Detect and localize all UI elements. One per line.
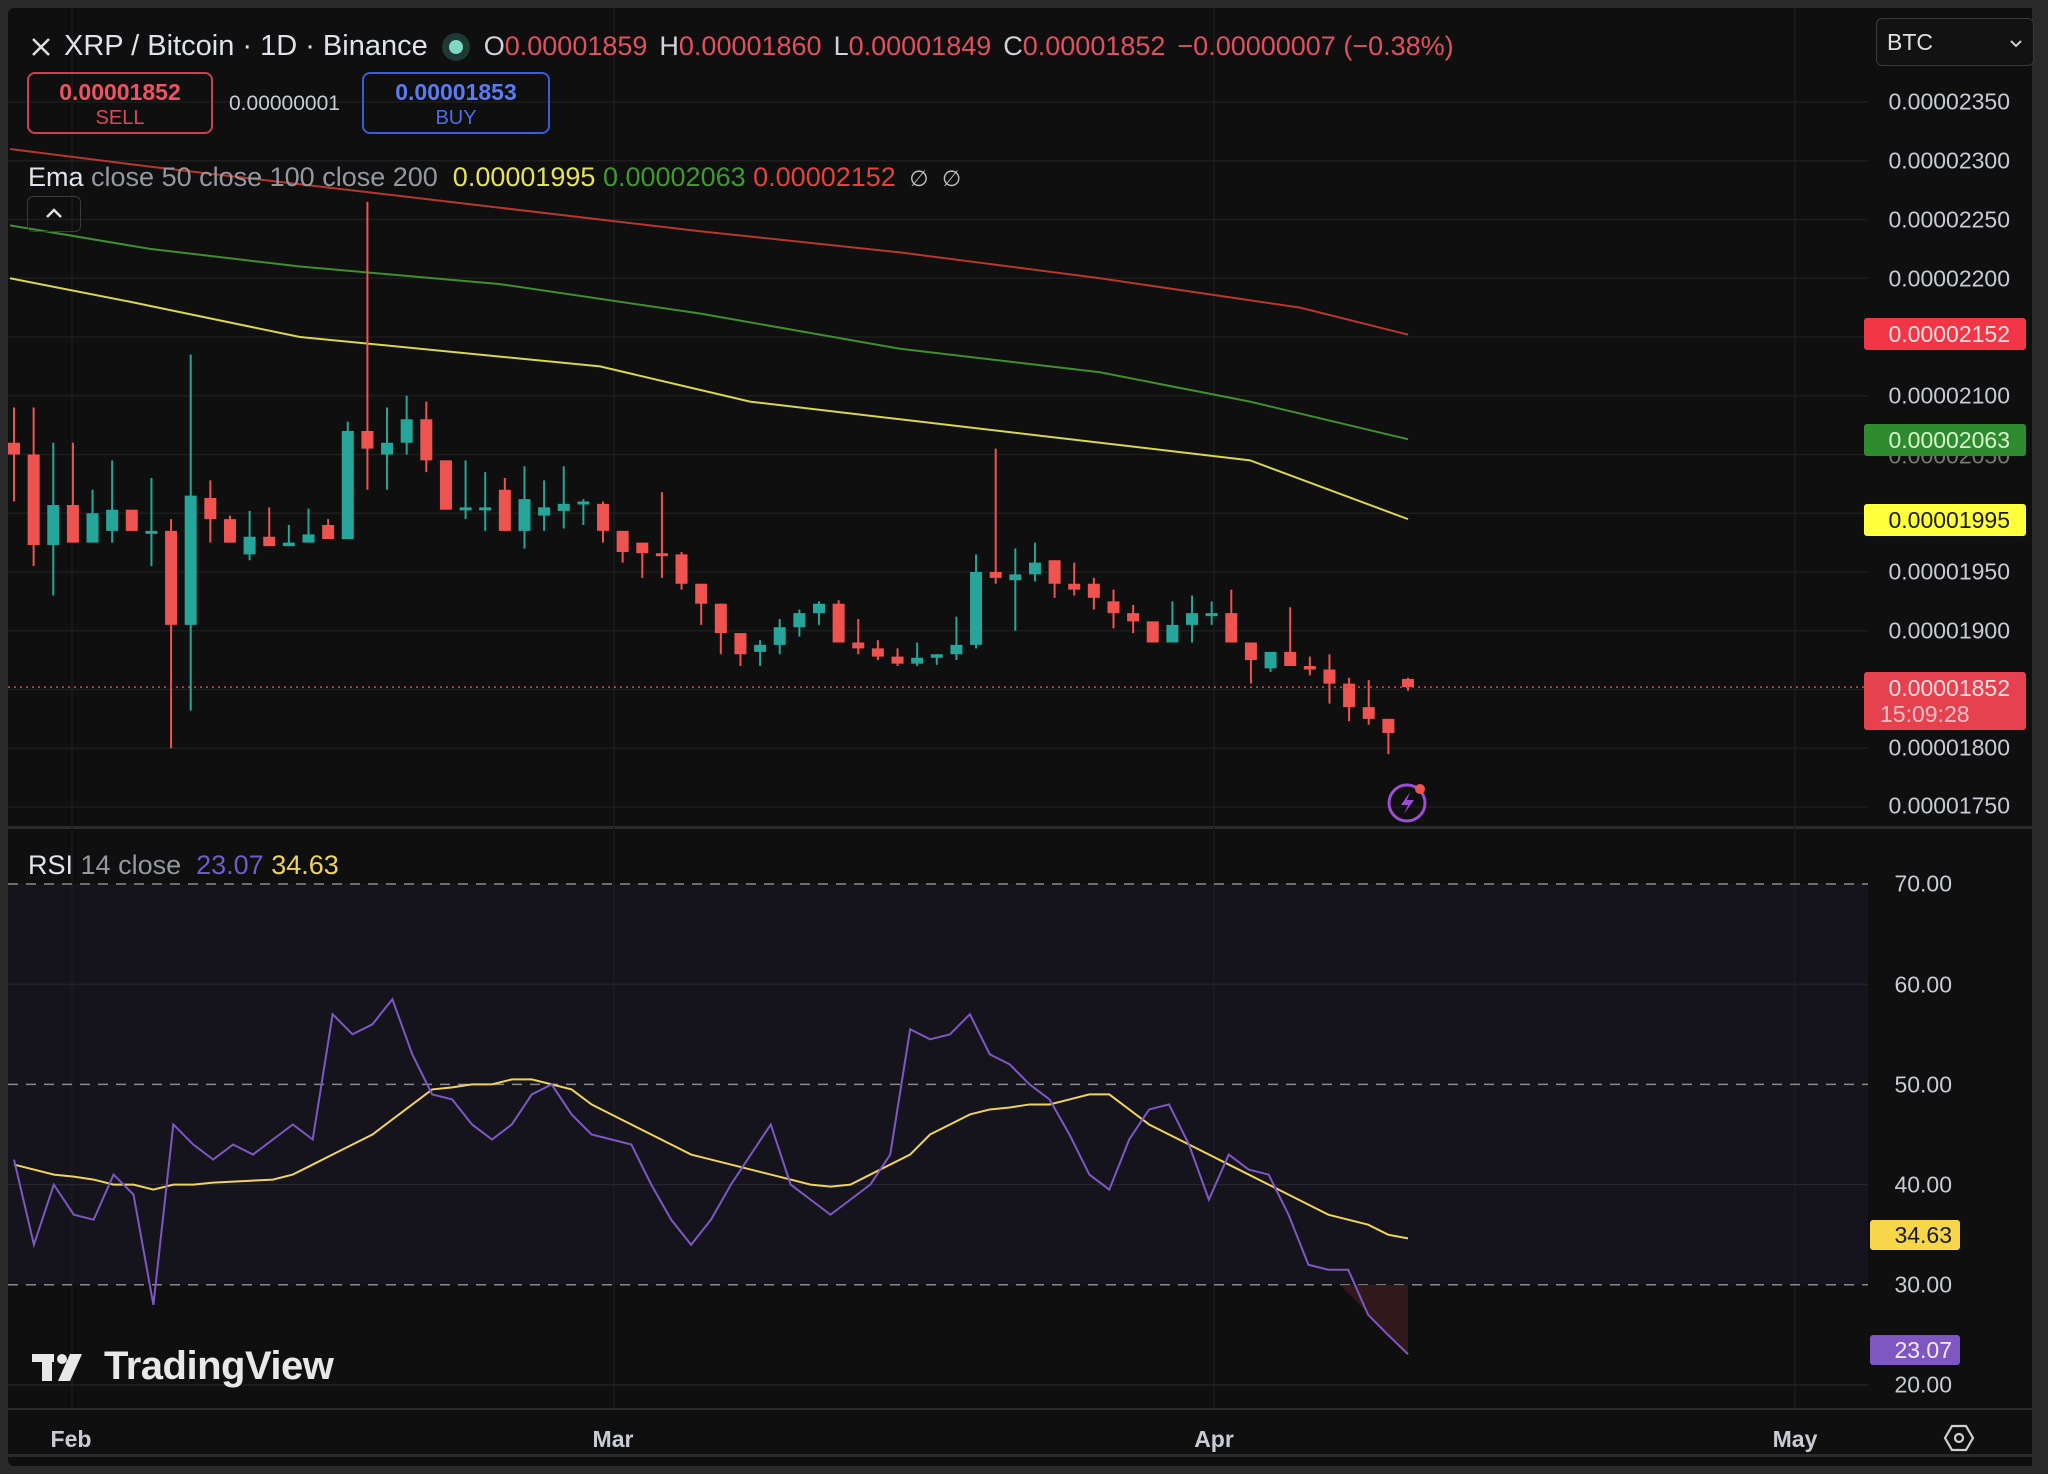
settings-icon	[1943, 1424, 1975, 1452]
ema-extra1: ∅	[909, 166, 929, 191]
bar-countdown: 15:09:28	[1880, 701, 1970, 727]
tradingview-logo[interactable]: TradingView	[32, 1344, 334, 1389]
rsi-legend[interactable]: RSI 14 close 23.07 34.63	[28, 850, 339, 881]
ema-legend[interactable]: Ema close 50 close 100 close 200 0.00001…	[28, 162, 961, 193]
ohlc-low-value: 0.00001849	[848, 31, 992, 61]
last-price-tag: 0.00001852 15:09:28	[1864, 672, 2026, 730]
rsi-axis-label: 30.00	[1894, 1271, 1952, 1298]
last-price-value: 0.00001852	[1888, 675, 2010, 701]
rsi-axis-label: 60.00	[1894, 971, 1952, 998]
spread-value: 0.00000001	[229, 92, 340, 115]
close-icon[interactable]	[28, 34, 54, 60]
rsi-ma-tag: 34.63	[1870, 1220, 1960, 1250]
events-button[interactable]	[1386, 778, 1432, 824]
ema200-price-tag: 0.00002152	[1864, 318, 2026, 350]
time-axis-label: May	[1772, 1426, 1818, 1452]
price-axis-label: 0.00002350	[1888, 88, 2010, 115]
ohlc-close-value: 0.00001852	[1022, 31, 1166, 61]
watermark-text: TradingView	[104, 1344, 334, 1388]
buy-price: 0.00001853	[395, 79, 517, 105]
price-axis-label: 0.00002100	[1888, 382, 2010, 409]
rsi-params: 14 close	[80, 850, 182, 880]
chart-settings-button[interactable]	[1943, 1422, 1975, 1454]
time-axis-label: Apr	[1194, 1426, 1234, 1452]
ohlc-close-label: C	[1003, 31, 1023, 61]
price-axis-label: 0.00001800	[1888, 734, 2010, 761]
ema100-value: 0.00002063	[602, 162, 746, 192]
price-axis-label: 0.00002200	[1888, 265, 2010, 292]
rsi-axis-label: 20.00	[1894, 1371, 1952, 1398]
chart-canvas[interactable]	[8, 8, 2040, 1466]
ema-name: Ema	[28, 162, 84, 192]
price-axis-label: 0.00001950	[1888, 558, 2010, 585]
ohlc-open-value: 0.00001859	[504, 31, 648, 61]
tradingview-logo-icon	[32, 1354, 82, 1381]
time-axis-label: Mar	[592, 1426, 634, 1452]
market-status-icon	[441, 32, 470, 61]
ohlc-open-label: O	[483, 31, 505, 61]
chevron-down-icon	[2007, 31, 2025, 58]
ema-extra2: ∅	[942, 166, 962, 191]
ohlc-low-label: L	[833, 31, 849, 61]
price-axis-label: 0.00002300	[1888, 147, 2010, 174]
chevron-up-icon	[43, 203, 65, 228]
price-axis-label: 0.00001750	[1888, 792, 2010, 819]
currency-select[interactable]: BTC	[1876, 18, 2034, 66]
rsi-ma-value: 34.63	[271, 850, 339, 880]
ema200-value: 0.00002152	[753, 162, 896, 192]
ohlc-high-label: H	[659, 31, 679, 61]
ema50-price-tag: 0.00001995	[1864, 504, 2026, 536]
lightning-icon	[1387, 783, 1427, 823]
rsi-axis-label: 50.00	[1894, 1071, 1952, 1098]
chart-window: XRP / Bitcoin · 1D · Binance O 0.00001859…	[8, 8, 2040, 1466]
symbol-title[interactable]: XRP / Bitcoin · 1D · Binance	[64, 30, 428, 62]
sell-button[interactable]: 0.00001852 SELL	[27, 72, 213, 134]
symbol-legend: XRP / Bitcoin · 1D · Binance O 0.00001859…	[28, 30, 1454, 63]
sell-price: 0.00001852	[59, 79, 181, 105]
time-axis-label: Feb	[50, 1426, 92, 1452]
rsi-tag: 23.07	[1870, 1335, 1960, 1365]
buy-button[interactable]: 0.00001853 BUY	[362, 72, 550, 134]
ema100-price-tag: 0.00002063	[1864, 424, 2026, 456]
price-axis-label: 0.00001900	[1888, 617, 2010, 644]
sell-label: SELL	[95, 107, 145, 129]
buy-label: BUY	[435, 107, 477, 129]
price-axis-label: 0.00002250	[1888, 206, 2010, 233]
rsi-axis-label: 40.00	[1894, 1171, 1952, 1198]
ema-params: close 50 close 100 close 200	[91, 162, 438, 192]
collapse-legend-button[interactable]	[27, 196, 81, 232]
rsi-value: 23.07	[196, 850, 264, 880]
rsi-name: RSI	[28, 850, 74, 880]
ohlc-change: −0.00000007 (−0.38%)	[1177, 31, 1454, 61]
ema50-value: 0.00001995	[452, 162, 596, 192]
ohlc-high-value: 0.00001860	[678, 31, 822, 61]
rsi-axis-label: 70.00	[1894, 870, 1952, 897]
currency-select-value: BTC	[1887, 29, 1933, 55]
